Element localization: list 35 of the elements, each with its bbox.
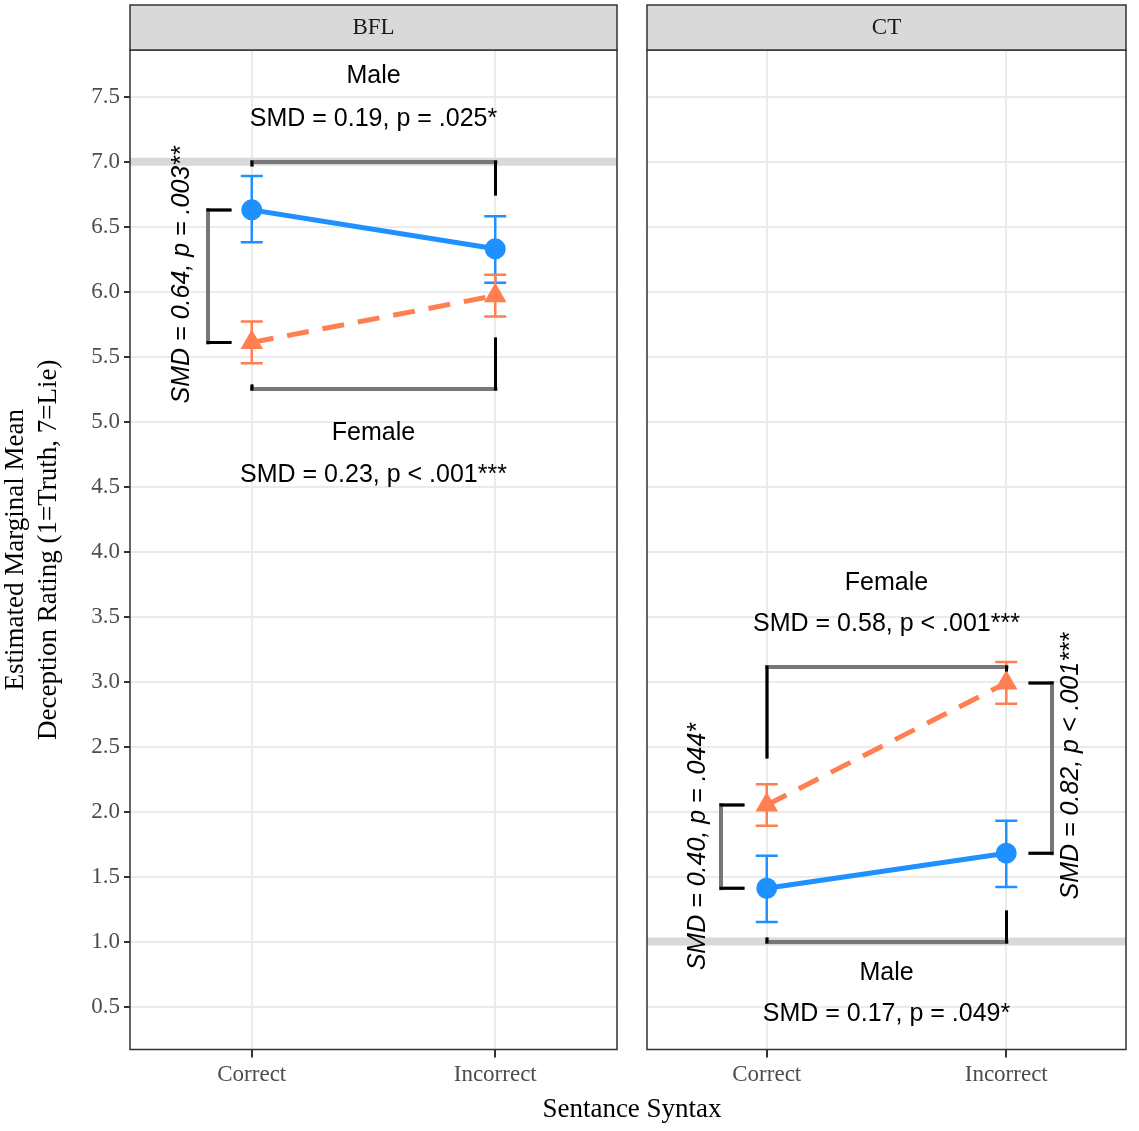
x-tick-label: Correct	[732, 1061, 802, 1087]
x-tick-label: Correct	[217, 1061, 287, 1087]
annotation: SMD = 0.17, p = .049*	[762, 998, 1011, 1027]
y-tick-label: 3.0	[91, 667, 120, 693]
y-tick-label: 6.0	[91, 277, 120, 303]
annotation: Male	[346, 59, 401, 88]
annotation: SMD = 0.58, p < .001***	[753, 608, 1021, 637]
x-tick-label: Incorrect	[964, 1061, 1049, 1087]
annotation: Male	[859, 956, 914, 985]
y-tick-label: 6.5	[91, 212, 120, 238]
y-tick-label: 4.5	[91, 472, 120, 498]
y-tick-label: 3.5	[91, 602, 120, 628]
y-tick-label: 7.0	[91, 147, 120, 173]
annotation: SMD = 0.82, p < .001***	[1054, 631, 1083, 900]
y-tick-label: 7.5	[91, 82, 120, 108]
y-tick-label: 1.0	[91, 927, 120, 953]
y-tick-label: 4.0	[91, 537, 120, 563]
annotation: SMD = 0.64, p = .003**	[166, 145, 195, 404]
annotation: SMD = 0.40, p = .044*	[682, 721, 711, 971]
x-axis-title: Sentance Syntax	[541, 1093, 723, 1124]
x-tick-label: Incorrect	[453, 1061, 538, 1087]
y-axis-title: Estimated Marginal Mean Deception Rating (1=Truth, 7=Lie)	[0, 359, 62, 740]
annotation: Female	[331, 417, 416, 446]
y-tick-label: 5.5	[91, 342, 120, 368]
y-tick-label: 2.0	[91, 797, 120, 823]
y-tick-label: 2.5	[91, 732, 120, 758]
annotation: SMD = 0.19, p = .025*	[249, 102, 498, 131]
annotation: Female	[844, 566, 929, 595]
point	[756, 877, 778, 899]
y-tick-label: 0.5	[91, 992, 120, 1018]
chart-title: CT	[871, 14, 902, 40]
y-tick-label: 5.0	[91, 407, 120, 433]
annotation: SMD = 0.23, p < .001***	[240, 458, 508, 487]
y-tick-label: 1.5	[91, 862, 120, 888]
chart-title: BFL	[352, 14, 395, 40]
